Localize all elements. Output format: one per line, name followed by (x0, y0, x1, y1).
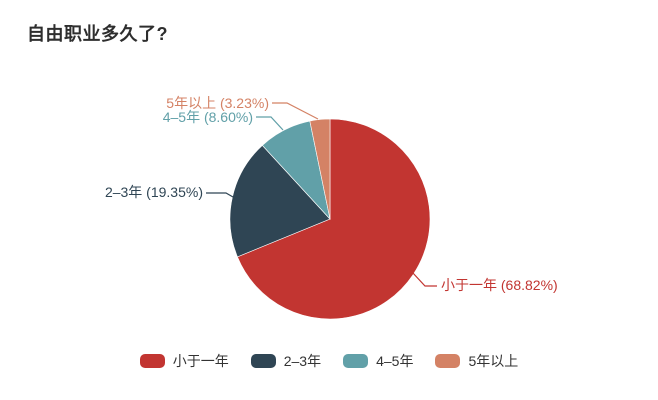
pie-slices (229, 118, 431, 320)
legend-label-4-5yr: 4–5年 (376, 353, 414, 369)
leader-line-under-1yr (411, 271, 437, 287)
legend-item-under-1yr[interactable]: 小于一年 (139, 351, 229, 371)
slice-label-under-1yr: 小于一年 (68.82%) (441, 277, 558, 293)
legend-item-4-5yr[interactable]: 4–5年 (343, 351, 413, 371)
pie-slice-0[interactable] (237, 118, 431, 320)
legend-label-5yr-plus: 5年以上 (468, 353, 519, 369)
slice-label-5yr-plus: 5年以上 (3.23%) (166, 95, 269, 111)
legend-swatch-5yr-plus (435, 354, 461, 368)
slice-label-2-3yr: 2–3年 (19.35%) (104, 184, 203, 200)
legend-swatch-2-3yr (250, 354, 276, 368)
chart-title: 自由职业多久了? (27, 24, 168, 44)
leader-line-5yr-plus (272, 102, 319, 120)
slice-label-4-5yr: 4–5年 (8.60%) (162, 109, 253, 125)
legend-swatch-under-1yr (139, 354, 165, 368)
leader-line-2-3yr (206, 192, 234, 198)
leader-lines (206, 102, 437, 287)
legend-swatch-4-5yr (343, 354, 369, 368)
legend: 小于一年 2–3年 4–5年 5年以上 (0, 351, 658, 371)
legend-item-2-3yr[interactable]: 2–3年 (250, 351, 322, 371)
legend-item-5yr-plus[interactable]: 5年以上 (435, 351, 518, 371)
legend-label-under-1yr: 小于一年 (172, 353, 229, 369)
pie-slice-3[interactable] (309, 118, 331, 220)
legend-label-2-3yr: 2–3年 (283, 353, 322, 369)
leader-line-4-5yr (256, 116, 284, 131)
